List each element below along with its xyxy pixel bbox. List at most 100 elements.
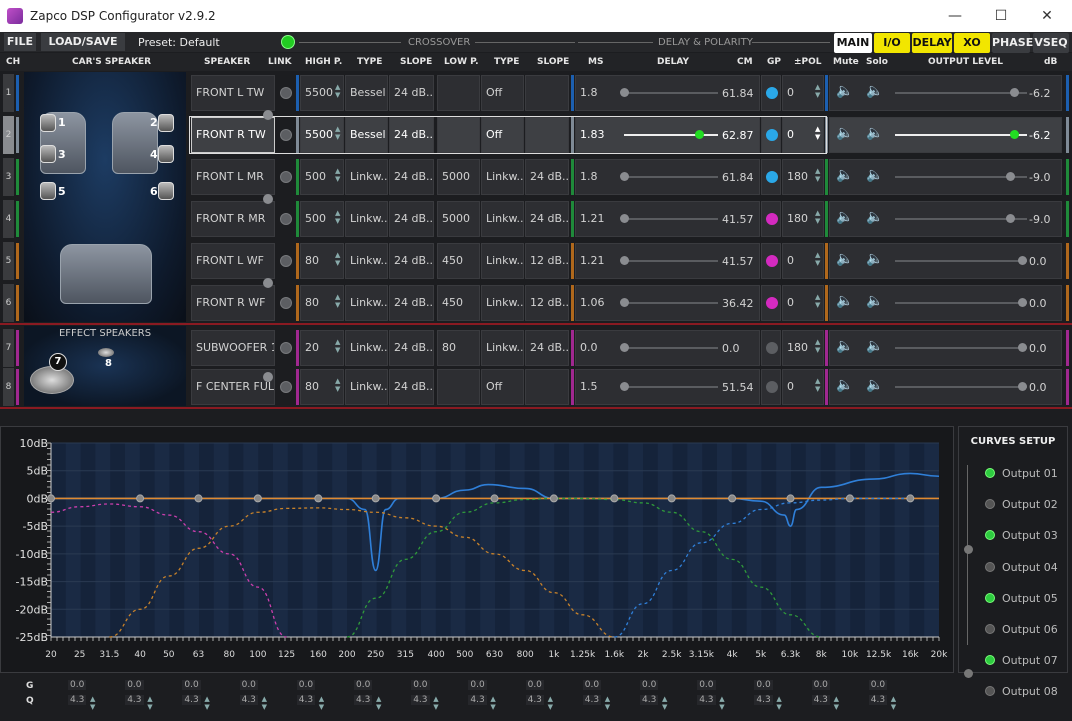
view-button-io[interactable]: I/O: [874, 33, 910, 53]
high-pass-spinner-icon[interactable]: ▲ ▼: [335, 338, 341, 354]
channel-row[interactable]: 4 FRONT R MR 500 ▲ ▼ Linkw... 24 dB... 5000 Link…: [0, 199, 1072, 239]
band-gain-field[interactable]: 0.0: [468, 680, 487, 690]
solo-speaker-icon[interactable]: 🔈: [866, 83, 884, 99]
band-q-field[interactable]: 4.3: [697, 695, 716, 705]
high-pass-frequency-field[interactable]: 5500: [300, 117, 344, 153]
link-pair-handle[interactable]: [263, 110, 273, 120]
mute-speaker-icon[interactable]: 🔈: [836, 209, 854, 225]
curve-visibility-icon[interactable]: [985, 655, 995, 665]
delay-slider-track[interactable]: [624, 386, 718, 388]
polarity-spinner-icon[interactable]: ▲ ▼: [815, 338, 821, 354]
polarity-field[interactable]: 180: [782, 330, 824, 366]
maximize-icon[interactable]: ☐: [994, 8, 1008, 24]
band-q-field[interactable]: 4.3: [868, 695, 888, 705]
group-indicator[interactable]: [766, 129, 778, 141]
output-level-handle[interactable]: [1009, 130, 1019, 139]
output-level-handle[interactable]: [1017, 343, 1027, 352]
polarity-spinner-icon[interactable]: ▲ ▼: [815, 83, 821, 99]
delay-slider-track[interactable]: [624, 92, 718, 94]
group-indicator[interactable]: [766, 297, 778, 309]
output-level-track[interactable]: [895, 260, 1027, 262]
eq-node-handle[interactable]: [490, 494, 499, 503]
low-pass-type-select[interactable]: Off: [481, 75, 524, 111]
curve-visibility-icon[interactable]: [985, 562, 995, 572]
delay-slider-track[interactable]: [624, 176, 718, 178]
speaker-1-icon[interactable]: [40, 114, 56, 132]
band-gain-field[interactable]: 0.0: [811, 680, 830, 690]
delay-slider-handle[interactable]: [620, 88, 629, 97]
low-pass-frequency-field[interactable]: [437, 75, 480, 111]
group-indicator[interactable]: [766, 87, 778, 99]
link-toggle[interactable]: [280, 213, 292, 225]
band-q-field[interactable]: 4.3: [754, 695, 773, 705]
delay-slider-handle[interactable]: [620, 256, 629, 265]
high-pass-slope-select[interactable]: 24 dB...: [389, 201, 434, 237]
speaker-3-icon[interactable]: [40, 145, 56, 163]
output-level-handle[interactable]: [1005, 214, 1015, 223]
curve-visibility-icon[interactable]: [985, 624, 995, 634]
group-indicator[interactable]: [766, 381, 778, 393]
output-level-track[interactable]: [895, 347, 1027, 349]
high-pass-spinner-icon[interactable]: ▲ ▼: [335, 251, 341, 267]
speaker-name-field[interactable]: FRONT R TW: [191, 117, 275, 153]
low-pass-slope-select[interactable]: 12 dB...: [525, 285, 569, 321]
output-level-handle[interactable]: [1009, 88, 1019, 97]
eq-node-handle[interactable]: [786, 494, 795, 503]
polarity-field[interactable]: 0: [782, 285, 824, 321]
band-q-field[interactable]: 4.3: [411, 695, 430, 705]
band-gain-field[interactable]: 0.0: [182, 680, 201, 690]
band-gain-field[interactable]: 0.0: [640, 680, 659, 690]
low-pass-frequency-field[interactable]: 450: [437, 243, 480, 279]
group-indicator[interactable]: [766, 342, 778, 354]
mute-speaker-icon[interactable]: 🔈: [836, 167, 854, 183]
high-pass-slope-select[interactable]: 24 dB...: [389, 369, 434, 405]
polarity-spinner-icon[interactable]: ▲ ▼: [815, 209, 821, 225]
speaker-name-field[interactable]: FRONT L MR: [191, 159, 275, 195]
output-level-track[interactable]: [895, 302, 1027, 304]
polarity-spinner-icon[interactable]: ▲ ▼: [815, 167, 821, 183]
band-gain-field[interactable]: 0.0: [525, 680, 544, 690]
band-q-spinner-icon[interactable]: ▲ ▼: [547, 695, 553, 711]
low-pass-type-select[interactable]: Linkw...: [481, 330, 524, 366]
low-pass-frequency-field[interactable]: 80: [437, 330, 480, 366]
output-level-track[interactable]: [895, 176, 1027, 178]
output-level-track[interactable]: [895, 386, 1027, 388]
eq-node-handle[interactable]: [610, 494, 619, 503]
high-pass-slope-select[interactable]: 24 dB...: [389, 117, 434, 153]
minimize-icon[interactable]: —: [948, 8, 962, 24]
mute-speaker-icon[interactable]: 🔈: [836, 377, 854, 393]
band-q-field[interactable]: 4.3: [582, 695, 602, 705]
solo-speaker-icon[interactable]: 🔈: [866, 377, 884, 393]
band-q-field[interactable]: 4.3: [640, 695, 659, 705]
eq-node-handle[interactable]: [47, 494, 55, 503]
low-pass-frequency-field[interactable]: 5000: [437, 159, 480, 195]
link-toggle[interactable]: [280, 87, 292, 99]
close-icon[interactable]: ✕: [1041, 8, 1053, 24]
band-gain-field[interactable]: 0.0: [868, 680, 888, 690]
high-pass-type-select[interactable]: Linkw...: [345, 243, 388, 279]
link-toggle[interactable]: [280, 342, 292, 354]
high-pass-type-select[interactable]: Linkw...: [345, 285, 388, 321]
low-pass-slope-select[interactable]: 24 dB...: [525, 330, 569, 366]
low-pass-slope-select[interactable]: [525, 75, 569, 111]
high-pass-spinner-icon[interactable]: ▲ ▼: [335, 125, 341, 141]
band-q-field[interactable]: 4.3: [296, 695, 316, 705]
band-q-spinner-icon[interactable]: ▲ ▼: [90, 695, 96, 711]
polarity-spinner-icon[interactable]: ▲ ▼: [815, 377, 821, 393]
delay-ms-field[interactable]: 1.21: [575, 201, 760, 237]
eq-node-handle[interactable]: [667, 494, 676, 503]
speaker-6-icon[interactable]: [158, 182, 174, 200]
high-pass-slope-select[interactable]: 24 dB...: [389, 243, 434, 279]
low-pass-frequency-field[interactable]: 450: [437, 285, 480, 321]
channel-row[interactable]: 6 FRONT R WF 80 ▲ ▼ Linkw... 24 dB... 450 Linkw.…: [0, 283, 1072, 323]
delay-slider-track[interactable]: [624, 134, 718, 136]
view-button-main[interactable]: MAIN: [834, 33, 872, 53]
output-level-track[interactable]: [895, 92, 1027, 94]
eq-node-handle[interactable]: [432, 494, 441, 503]
low-pass-type-select[interactable]: Linkw...: [481, 201, 524, 237]
curve-visibility-icon[interactable]: [985, 530, 995, 540]
polarity-spinner-icon[interactable]: ▲ ▼: [815, 125, 821, 141]
mute-speaker-icon[interactable]: 🔈: [836, 83, 854, 99]
band-q-field[interactable]: 4.3: [525, 695, 544, 705]
link-pair-handle[interactable]: [263, 278, 273, 288]
